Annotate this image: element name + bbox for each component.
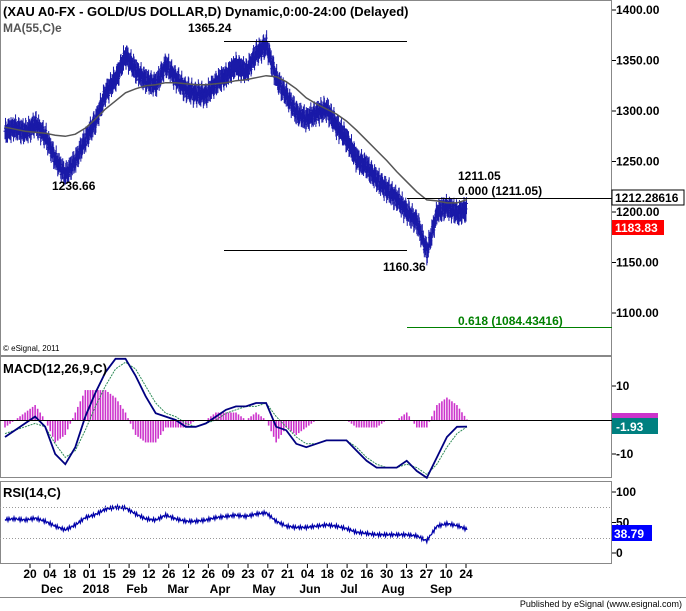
rsi-tick-label: 100	[616, 485, 636, 499]
x-day-tick-label: 18	[321, 567, 335, 581]
x-day-tick-label: 26	[162, 567, 176, 581]
annotation-low-left: 1236.66	[52, 179, 96, 193]
price-axis: 1100.00 1150.00 1200.00 1250.00 1300.00 1350.…	[612, 3, 660, 320]
ma-line	[4, 74, 468, 204]
x-month-label: 2018	[83, 582, 110, 596]
x-day-tick-label: 15	[103, 567, 117, 581]
x-day-tick-label: 09	[222, 567, 236, 581]
price-tick-label: 1350.00	[616, 54, 660, 68]
price-tick-label: 1200.00	[616, 205, 660, 219]
price-lines	[4, 74, 468, 204]
x-month-label: Sep	[430, 582, 452, 596]
x-day-tick-label: 21	[281, 567, 295, 581]
x-day-tick-label: 10	[440, 567, 454, 581]
rsi-value-label: 38.79	[614, 527, 644, 541]
annotation-low-right: 1160.36	[383, 260, 426, 274]
macd-value-label: -1.93	[616, 420, 644, 434]
line-price-label: 1212.28616	[615, 191, 679, 205]
footer-published: Published by eSignal (www.esignal.com)	[520, 599, 682, 609]
x-month-label: Mar	[167, 582, 189, 596]
x-month-label: Jun	[299, 582, 320, 596]
rsi-tick-label: 0	[616, 546, 623, 560]
macd-tick-label: -10	[616, 447, 634, 461]
x-axis: 20 04 18 01 15 29 12 26 12 26 09 23 07 21 04 18 02 16 30 13…	[23, 564, 473, 596]
macd-marks	[4, 357, 468, 480]
rsi-value-tag	[612, 525, 652, 541]
price-tick-label: 1400.00	[616, 3, 660, 17]
macd-axis: -10 10	[612, 379, 634, 461]
macd-value-tag-top	[612, 413, 658, 418]
annotation-top-right: 1211.05	[458, 169, 501, 183]
macd-panel-frame	[0, 356, 612, 478]
x-day-tick-label: 02	[340, 567, 354, 581]
price-tick-label: 1100.00	[616, 306, 659, 320]
rsi-line	[4, 503, 468, 545]
price-panel-frame	[0, 0, 612, 356]
x-day-tick-label: 01	[83, 567, 97, 581]
x-day-tick-label: 24	[459, 567, 473, 581]
last-price-label: 1183.83	[615, 221, 658, 235]
macd-title: MACD(12,26,9,C)	[3, 361, 107, 376]
price-title: (XAU A0-FX - GOLD/US DOLLAR,D) Dynamic,0…	[3, 4, 408, 19]
ma-label: MA(55,C)e	[3, 21, 62, 35]
x-day-tick-label: 13	[400, 567, 414, 581]
price-tick-label: 1250.00	[616, 155, 660, 169]
x-month-label: Feb	[126, 582, 147, 596]
price-tick-label: 1150.00	[616, 256, 659, 270]
x-day-tick-label: 30	[380, 567, 394, 581]
rsi-panel-frame	[0, 481, 612, 564]
x-day-tick-label: 26	[202, 567, 216, 581]
x-day-tick-label: 04	[43, 567, 57, 581]
macd-line	[4, 357, 468, 480]
x-day-tick-label: 12	[182, 567, 196, 581]
macd-tick-label: 10	[616, 379, 630, 393]
x-day-tick-label: 16	[360, 567, 374, 581]
x-day-tick-label: 04	[301, 567, 315, 581]
line-price-tag	[611, 189, 685, 206]
x-day-tick-label: 27	[420, 567, 434, 581]
x-day-tick-label: 23	[241, 567, 255, 581]
x-day-tick-label: 18	[63, 567, 77, 581]
price-tick-label: 1300.00	[616, 104, 660, 118]
x-day-tick-label: 20	[23, 567, 37, 581]
x-day-tick-label: 07	[261, 567, 275, 581]
price-bars	[3, 30, 468, 266]
macd-value-tag	[612, 418, 658, 434]
x-month-label: May	[252, 582, 276, 596]
x-day-tick-label: 29	[122, 567, 136, 581]
annotation-high: 1365.24	[188, 21, 232, 35]
last-price-tag	[612, 220, 664, 235]
x-day-tick-label: 12	[142, 567, 156, 581]
x-month-label: Apr	[210, 582, 231, 596]
copyright: © eSignal, 2011	[3, 344, 60, 353]
annotation-fib618: 0.618 (1084.43416)	[458, 314, 563, 328]
x-month-label: Dec	[41, 582, 63, 596]
x-month-label: Jul	[340, 582, 357, 596]
x-month-label: Aug	[381, 582, 404, 596]
rsi-marks	[4, 503, 468, 545]
annotation-fib0: 0.000 (1211.05)	[458, 184, 542, 198]
rsi-title: RSI(14,C)	[3, 485, 61, 500]
